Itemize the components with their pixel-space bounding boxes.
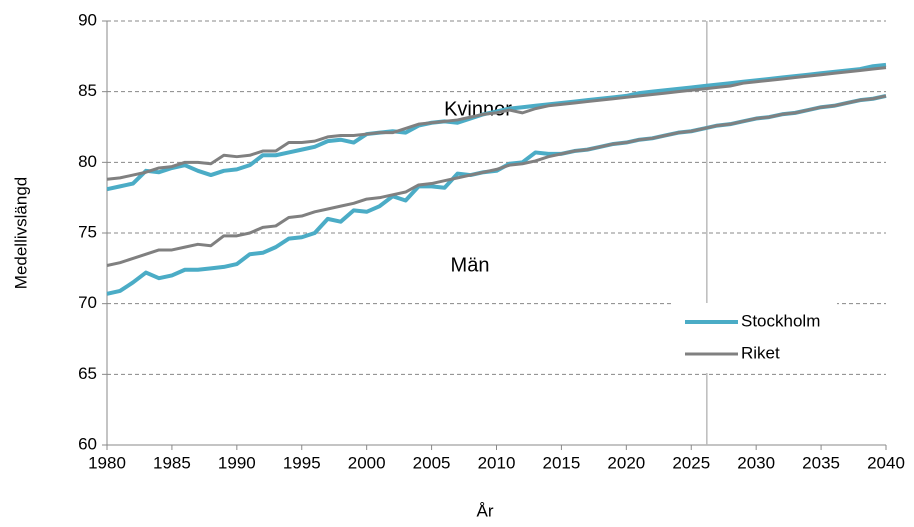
x-tick-label: 2025 (672, 453, 710, 472)
x-tick-label: 1980 (88, 453, 126, 472)
x-tick-label: 1990 (218, 453, 256, 472)
y-tick-label: 70 (78, 293, 97, 312)
x-tick-label: 2000 (348, 453, 386, 472)
legend-box (672, 303, 837, 373)
annotation: Män (451, 254, 490, 276)
series-line (106, 93, 887, 296)
y-tick-label: 75 (78, 222, 97, 241)
x-tick-label: 2040 (867, 453, 905, 472)
x-tick-label: 2035 (802, 453, 840, 472)
y-tick-label: 80 (78, 152, 97, 171)
y-tick-label: 65 (78, 364, 97, 383)
x-tick-label: 2005 (413, 453, 451, 472)
x-tick-label: 2020 (607, 453, 645, 472)
x-tick-label: 1995 (283, 453, 321, 472)
x-tick-label: 2015 (543, 453, 581, 472)
legend-label: Riket (741, 343, 780, 362)
series-line (106, 66, 887, 181)
y-tick-label: 85 (78, 81, 97, 100)
x-axis-title: År (477, 501, 494, 520)
y-tick-label: 60 (78, 434, 97, 453)
annotation: Kvinnor (444, 98, 512, 120)
x-tick-label: 2010 (478, 453, 516, 472)
x-tick-label: 2030 (737, 453, 775, 472)
y-axis-title: Medellivslängd (11, 177, 30, 289)
y-tick-label: 90 (78, 10, 97, 29)
x-tick-label: 1985 (153, 453, 191, 472)
legend-label: Stockholm (741, 311, 820, 330)
series-line (106, 94, 887, 267)
